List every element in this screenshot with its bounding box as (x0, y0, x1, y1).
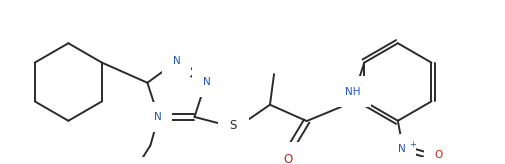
Text: N: N (154, 112, 161, 122)
Text: N: N (397, 144, 405, 154)
Text: S: S (229, 119, 236, 132)
Text: NH: NH (345, 87, 360, 97)
Text: O: O (434, 150, 442, 160)
Text: +: + (408, 140, 415, 149)
Text: O: O (283, 153, 292, 164)
Text: N: N (203, 77, 210, 87)
Text: N: N (172, 56, 180, 66)
